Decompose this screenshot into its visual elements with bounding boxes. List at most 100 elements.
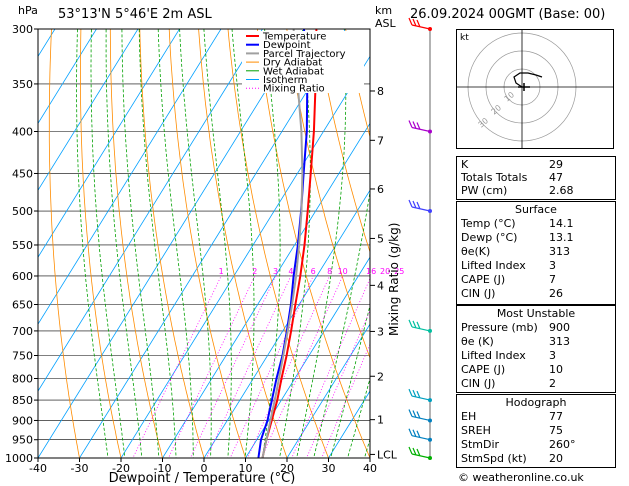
surface-label: Temp (°C): [461, 217, 516, 230]
mixing-ratio-label: 25: [394, 267, 404, 276]
surface-label: CAPE (J): [461, 273, 506, 286]
dry-adiabat-line: [109, 29, 163, 458]
most-unstable-title: Most Unstable: [496, 307, 576, 320]
temperature-profile: [261, 29, 318, 458]
surface-row: Temp (°C) 14.1: [461, 217, 611, 230]
dry-adiabat-line: [168, 29, 246, 458]
surface-label: Lifted Index: [461, 259, 526, 272]
legend-label: Wet Adiabat: [263, 66, 324, 77]
height-tick-label: 8: [377, 85, 384, 98]
datetime-title: 26.09.2024 00GMT (Base: 00): [410, 7, 606, 22]
wet-adiabat-line: [203, 29, 232, 458]
wet-adiabat-line: [313, 189, 370, 458]
mixing-ratio-label: 2: [252, 267, 257, 276]
wet-adiabat-line: [261, 29, 281, 458]
mixing-ratio-label: 6: [311, 267, 316, 276]
height-tick-label: 6: [377, 183, 384, 196]
wet-adiabat-line: [179, 29, 212, 458]
legend-label: Parcel Trajectory: [263, 49, 346, 60]
pressure-tick-label: 350: [12, 78, 33, 91]
mixing-ratio-line: [261, 275, 344, 458]
index-value: 2.68: [549, 184, 574, 197]
mu-value: 2: [549, 377, 556, 390]
index-label: Totals Totals: [461, 171, 528, 184]
mixing-ratio-line: [291, 277, 370, 458]
copyright-footer[interactable]: © weatheronline.co.uk: [458, 471, 584, 484]
mu-row: Pressure (mb) 900: [461, 321, 611, 334]
surface-label: Dewp (°C): [461, 231, 518, 244]
mu-row: CAPE (J) 10: [461, 363, 611, 376]
location-title: 53°13'N 5°46'E 2m ASL: [58, 7, 212, 22]
pressure-tick-label: 800: [12, 372, 33, 385]
mu-row: θe (K) 313: [461, 335, 611, 348]
wet-adiabat-line: [296, 29, 347, 458]
pressure-tick-label: 1000: [5, 452, 33, 465]
pressure-tick-label: 550: [12, 239, 33, 252]
dry-adiabat-line: [139, 29, 205, 458]
surface-value: 3: [549, 259, 556, 272]
hodograph-table-title: Hodograph: [505, 396, 567, 409]
index-label: K: [461, 158, 469, 171]
hodo-row: StmDir 260°: [461, 438, 611, 451]
hodo-value: 77: [549, 410, 563, 423]
legend-label: Isotherm: [263, 75, 307, 86]
hodo-row: SREH 75: [461, 424, 611, 437]
dry-adiabat-line: [48, 29, 80, 458]
legend-label: Temperature: [262, 32, 326, 43]
index-label: PW (cm): [461, 184, 508, 197]
mixing-ratio-label: 16: [366, 267, 376, 276]
pressure-unit-label: hPa: [18, 4, 38, 17]
height-tick-label: LCL: [377, 448, 398, 461]
isotherm-line: [38, 29, 222, 325]
hodograph-table: Hodograph EH 77 SREH 75 StmDir 260° StmSpd …: [456, 394, 616, 468]
wet-adiabat-line: [231, 29, 255, 458]
surface-label: θe(K): [461, 245, 491, 258]
mixing-ratio-label: 20: [380, 267, 390, 276]
mixing-ratio-line: [306, 309, 370, 458]
height-unit-asl: ASL: [375, 17, 396, 30]
isotherm-line: [38, 29, 56, 58]
surface-row: Dewp (°C) 13.1: [461, 231, 611, 244]
mu-row: Lifted Index 3: [461, 349, 611, 362]
wet-adiabat-line: [90, 29, 126, 458]
isotherm-line: [38, 29, 97, 125]
hodo-value: 20: [549, 452, 563, 465]
height-unit-km: km: [375, 4, 393, 17]
pressure-tick-label: 850: [12, 394, 33, 407]
height-tick-label: 2: [377, 370, 384, 383]
mixing-ratio-line: [132, 275, 222, 458]
surface-value: 313: [549, 245, 570, 258]
legend-label: Dry Adiabat: [263, 58, 322, 69]
mu-value: 3: [549, 349, 556, 362]
isotherm-line: [286, 323, 370, 458]
surface-label: CIN (J): [461, 287, 496, 300]
wind-barb: [408, 319, 431, 332]
legend-label: Dewpoint: [263, 40, 311, 51]
x-tick-label: -10: [154, 462, 172, 475]
mu-value: 10: [549, 363, 563, 376]
parcel-trajectory-profile: [261, 29, 304, 458]
pressure-tick-label: 600: [12, 270, 33, 283]
index-value: 47: [549, 171, 563, 184]
index-row-tt: Totals Totals 47: [461, 171, 611, 184]
pressure-tick-label: 750: [12, 349, 33, 362]
wet-adiabat-line: [76, 29, 109, 458]
dry-adiabat-line: [80, 29, 122, 458]
x-tick-label: 0: [201, 462, 208, 475]
wet-adiabat-line: [121, 29, 160, 458]
wet-adiabat-line: [157, 29, 194, 458]
index-value: 29: [549, 158, 563, 171]
height-tick-label: 5: [377, 232, 384, 245]
hodograph: kt 10 20 30: [456, 29, 614, 149]
x-tick-label: 40: [363, 462, 377, 475]
mixing-ratio-label: 8: [327, 267, 332, 276]
x-axis-label: Dewpoint / Temperature (°C): [109, 471, 296, 486]
x-tick-label: 10: [239, 462, 253, 475]
pressure-tick-label: 950: [12, 434, 33, 447]
pressure-tick-label: 300: [12, 23, 33, 36]
isotherm-line: [38, 29, 263, 392]
hodograph-unit-label: kt: [460, 33, 469, 43]
mixing-ratio-line: [167, 275, 256, 458]
mu-label: Pressure (mb): [461, 321, 538, 334]
